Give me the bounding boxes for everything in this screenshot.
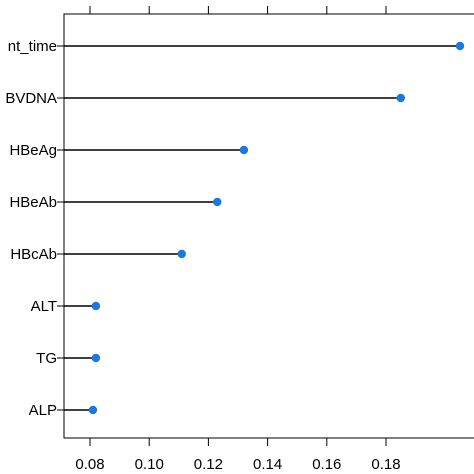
plot-frame: [63, 13, 474, 439]
y-tick-label: nt_time: [8, 38, 57, 55]
x-tick-label: 0.16: [312, 456, 341, 473]
lollipop-point: [91, 301, 101, 311]
y-tick-label: ALP: [29, 402, 57, 419]
y-tick-label: TG: [36, 350, 57, 367]
lollipop-point: [88, 405, 98, 415]
lollipop-point: [396, 93, 405, 103]
lollipop-point: [177, 249, 186, 259]
x-axis-ticks: 0.08 0.10 0.12 0.14 0.16 0.18: [75, 6, 401, 473]
lollipop-point: [213, 197, 222, 207]
y-tick-label: HBcAb: [10, 246, 57, 263]
x-tick-label: 0.14: [253, 456, 282, 473]
lollipop-point: [239, 145, 249, 155]
x-tick-label: 0.08: [75, 456, 104, 473]
x-tick-label: 0.12: [194, 456, 223, 473]
y-tick-label: BVDNA: [5, 90, 57, 107]
x-tick-label: 0.18: [371, 456, 400, 473]
y-tick-label: HBeAg: [9, 142, 57, 159]
y-tick-label: HBeAb: [9, 194, 57, 211]
y-tick-label: ALT: [31, 298, 57, 315]
lollipop-point: [91, 353, 101, 363]
lollipop-point: [455, 41, 465, 51]
x-tick-label: 0.10: [135, 456, 164, 473]
lollipop-rows: nt_time BVDNA HBeAg HBeAb HBcAb ALT TG ALP: [5, 38, 465, 419]
